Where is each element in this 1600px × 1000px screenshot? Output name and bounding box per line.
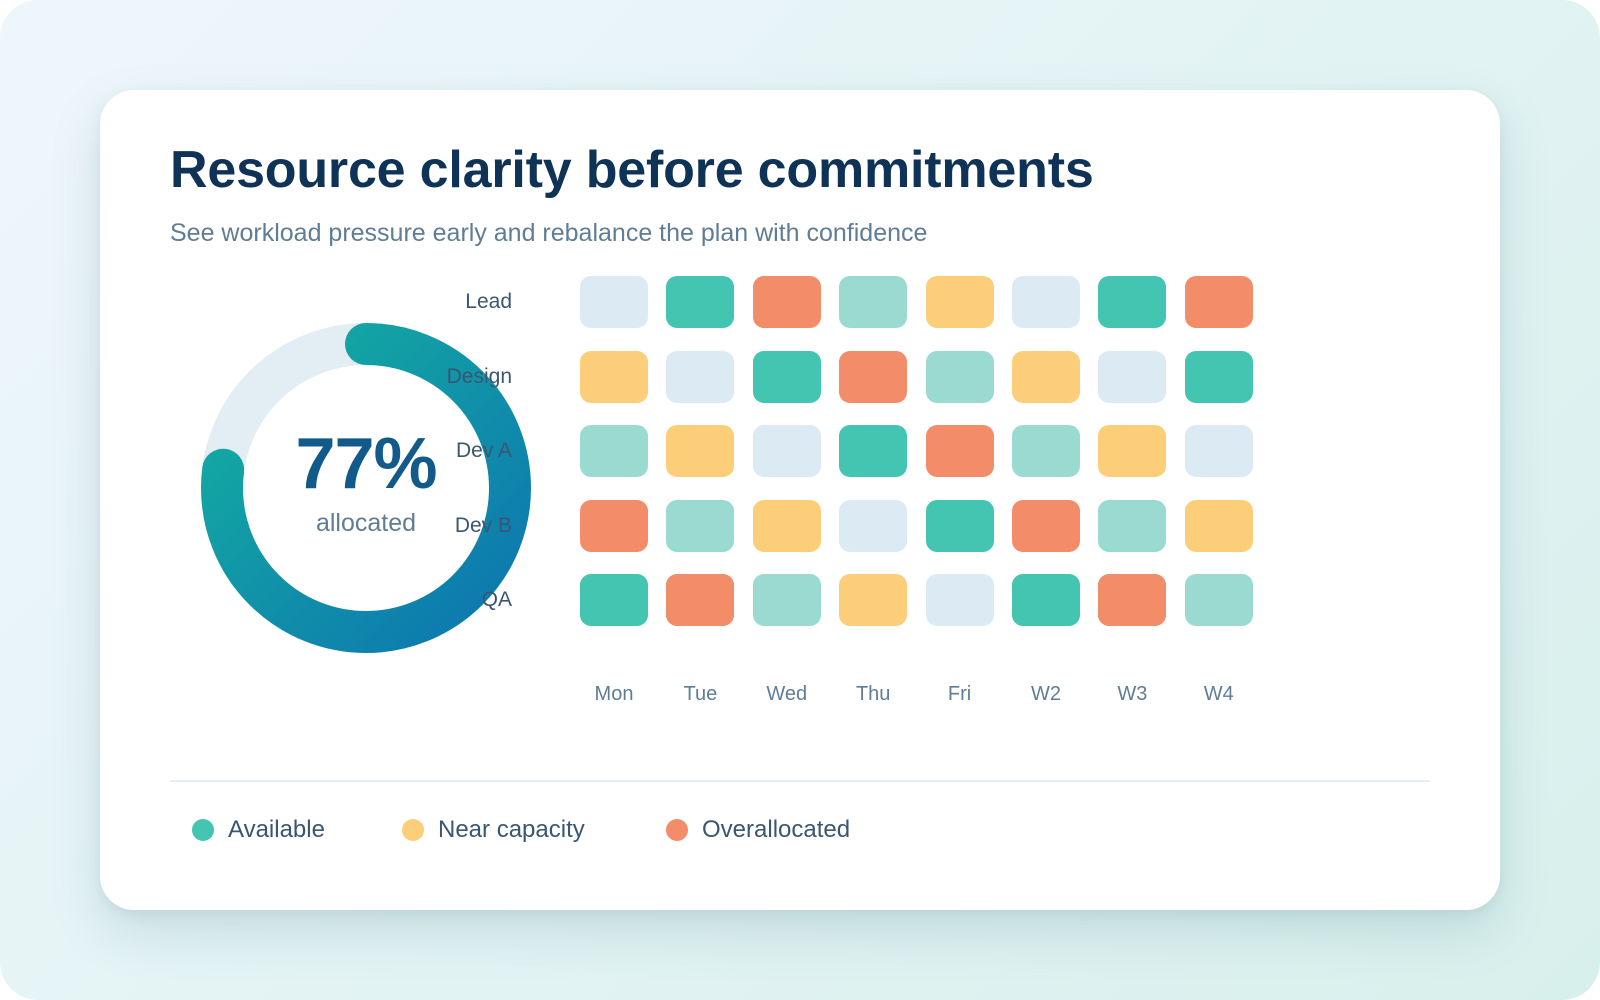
heatmap-cell-dev-b-w3[interactable] (1098, 499, 1167, 552)
resource-card: Resource clarity before commitments See … (100, 90, 1500, 910)
heatmap-cell-design-mon[interactable] (580, 350, 648, 403)
heatmap-cell-dev-a-fri[interactable] (925, 425, 994, 477)
legend-label-near-capacity: Near capacity (438, 816, 585, 843)
column-label-thu: Thu (855, 683, 891, 705)
column-label-tue: Tue (683, 683, 718, 705)
column-label-mon: Mon (594, 683, 634, 705)
heatmap-cell-design-fri[interactable] (925, 350, 994, 403)
row-label-lead: Lead (465, 290, 512, 313)
legend-dot-near-capacity (402, 819, 424, 841)
row-label-design: Design (446, 364, 512, 388)
column-label-w4: W4 (1203, 683, 1234, 705)
heatmap-cell-dev-b-w2[interactable] (1012, 499, 1080, 552)
heatmap-cell-lead-w4[interactable] (1184, 276, 1253, 328)
legend-item-overallocated: Overallocated (666, 810, 850, 850)
heatmap-cell-dev-a-tue[interactable] (666, 425, 735, 477)
page-subtitle: See workload pressure early and rebalanc… (170, 219, 928, 247)
legend-dot-overallocated (666, 819, 688, 841)
row-label-qa: QA (481, 588, 512, 611)
heatmap-cell-dev-b-tue[interactable] (666, 499, 735, 552)
heatmap-cell-dev-a-w2[interactable] (1012, 425, 1080, 477)
legend-item-near-capacity: Near capacity (402, 810, 585, 850)
heatmap-cell-design-w3[interactable] (1098, 350, 1167, 403)
heatmap-cell-dev-b-thu[interactable] (839, 499, 908, 552)
heatmap-cell-qa-w3[interactable] (1098, 574, 1167, 626)
heatmap-cell-design-tue[interactable] (666, 350, 735, 403)
heatmap-cell-qa-w4[interactable] (1184, 574, 1253, 626)
heatmap-cell-design-wed[interactable] (752, 350, 821, 403)
heatmap-cell-dev-a-mon[interactable] (580, 425, 648, 477)
column-label-fri: Fri (947, 683, 972, 705)
column-label-w2: W2 (1031, 683, 1061, 705)
heatmap-cell-dev-b-mon[interactable] (580, 499, 648, 552)
heatmap-cell-dev-a-w4[interactable] (1184, 425, 1253, 477)
column-label-wed: Wed (766, 683, 808, 705)
legend-divider (170, 780, 1430, 782)
heatmap-cell-design-w4[interactable] (1184, 350, 1253, 403)
donut-allocated-arc (201, 323, 531, 653)
heatmap-cell-dev-b-fri[interactable] (925, 499, 994, 552)
heatmap-cell-design-w2[interactable] (1012, 350, 1080, 403)
allocation-caption: allocated (315, 509, 417, 537)
heatmap-cell-qa-fri[interactable] (925, 574, 994, 626)
heatmap-cell-lead-tue[interactable] (666, 276, 735, 328)
row-label-dev-b: Dev B (454, 513, 512, 537)
heatmap-cell-qa-mon[interactable] (580, 574, 648, 626)
legend-label-overallocated: Overallocated (702, 816, 851, 843)
column-label-w3: W3 (1117, 683, 1148, 705)
heatmap-cell-qa-w2[interactable] (1012, 574, 1080, 626)
heatmap-cell-qa-wed[interactable] (752, 574, 821, 626)
legend-label-available: Available (228, 816, 325, 843)
heatmap-cell-dev-a-wed[interactable] (752, 425, 821, 477)
heatmap-cell-lead-fri[interactable] (925, 276, 994, 328)
heatmap-cell-dev-a-thu[interactable] (839, 425, 908, 477)
legend-item-available: Available (192, 810, 325, 850)
heatmap-cell-dev-a-w3[interactable] (1098, 425, 1167, 477)
heatmap-cell-lead-w3[interactable] (1098, 276, 1167, 328)
heatmap-cell-lead-mon[interactable] (580, 276, 648, 328)
heatmap-cell-qa-thu[interactable] (839, 574, 908, 626)
heatmap-cell-design-thu[interactable] (839, 350, 908, 403)
heatmap-cell-lead-thu[interactable] (839, 276, 908, 328)
heatmap-cell-dev-b-w4[interactable] (1184, 499, 1253, 552)
heatmap-cell-lead-w2[interactable] (1012, 276, 1080, 328)
row-label-dev-a: Dev A (455, 439, 512, 462)
allocation-donut-chart (201, 323, 531, 653)
heatmap-cell-qa-tue[interactable] (666, 574, 735, 626)
heatmap-cell-lead-wed[interactable] (752, 276, 821, 328)
allocation-percentage: 77% (295, 424, 437, 504)
heatmap-cell-dev-b-wed[interactable] (752, 499, 821, 552)
legend-dot-available (192, 819, 214, 841)
page-title: Resource clarity before commitments (170, 141, 1094, 199)
